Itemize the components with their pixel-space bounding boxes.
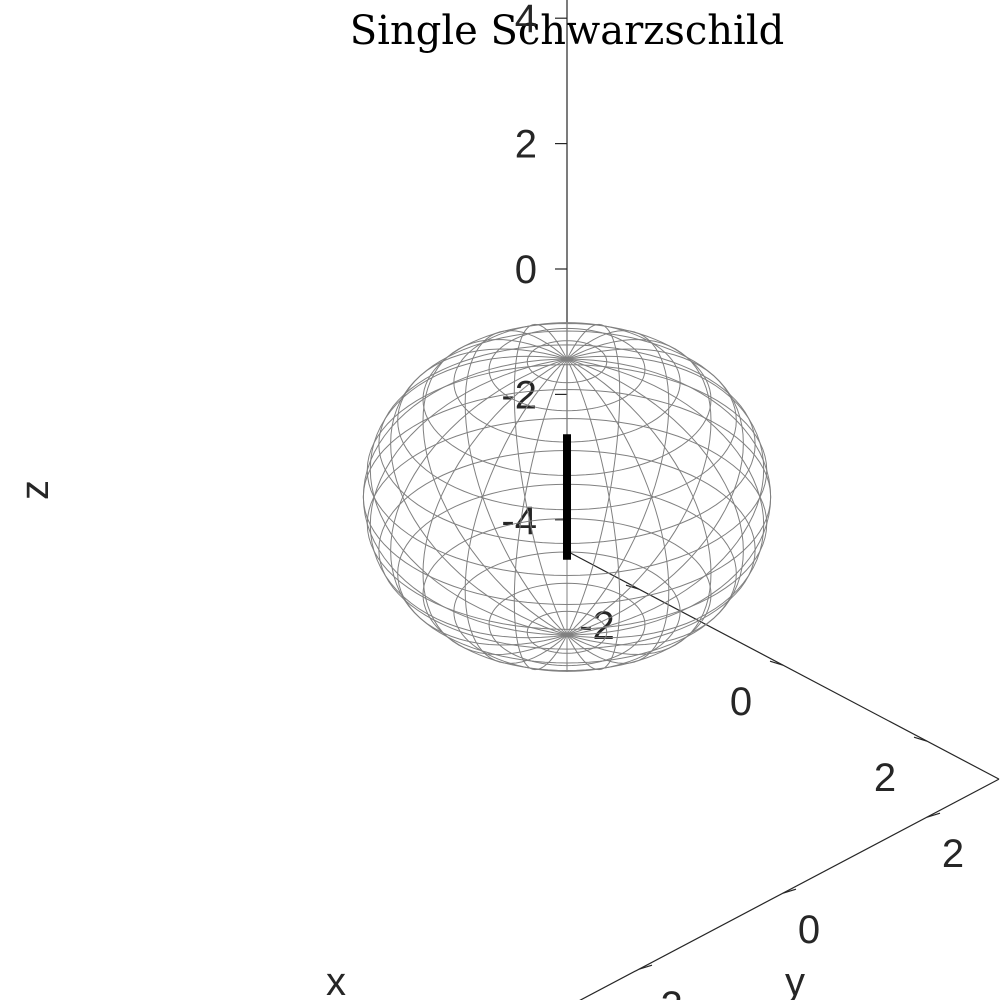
z-tick-label: 0: [515, 248, 537, 292]
longitude-line: [566, 358, 772, 636]
longitude-line: [362, 358, 568, 636]
x-tick-label: 0: [730, 680, 752, 724]
longitude-line: [513, 358, 568, 671]
longitude-line: [566, 323, 621, 636]
longitude-line: [566, 339, 712, 636]
longitude-line: [464, 330, 568, 636]
longitude-line: [513, 323, 568, 636]
longitude-line: [464, 358, 568, 664]
y-tick-label: 0: [798, 908, 820, 952]
longitude-line: [369, 355, 568, 636]
z-axis-label: z: [13, 480, 57, 500]
longitude-line: [566, 358, 621, 671]
y-tick-mark: [638, 964, 653, 970]
x-tick-label: 2: [874, 756, 896, 800]
z-tick-label: 4: [515, 0, 537, 41]
longitude-line: [422, 339, 568, 636]
longitude-line: [566, 358, 670, 664]
x-tick-mark: [625, 584, 640, 590]
longitude-line: [566, 358, 712, 655]
y-tick-mark: [926, 812, 941, 818]
ellipsoid-wireframe: [362, 322, 772, 672]
longitude-line: [422, 358, 568, 655]
longitude-line: [566, 355, 765, 636]
longitude-line: [566, 358, 744, 646]
y-tick-label: 2: [942, 832, 964, 876]
longitude-line: [369, 358, 568, 639]
y-tick-mark: [782, 888, 797, 894]
x-tick-mark: [913, 736, 928, 742]
z-tick-label: -2: [501, 373, 537, 417]
x-axis-label: x: [326, 960, 346, 1000]
longitude-line: [390, 348, 568, 636]
longitude-line: [566, 348, 744, 636]
y-axis-label: y: [785, 960, 805, 1000]
y-axis-line: [579, 778, 1000, 1000]
z-tick-label: 2: [515, 123, 537, 167]
x-tick-mark: [769, 660, 784, 666]
longitude-line: [566, 358, 765, 639]
longitude-line: [390, 358, 568, 646]
y-tick-label: -2: [647, 984, 683, 1000]
longitude-line: [566, 330, 670, 636]
